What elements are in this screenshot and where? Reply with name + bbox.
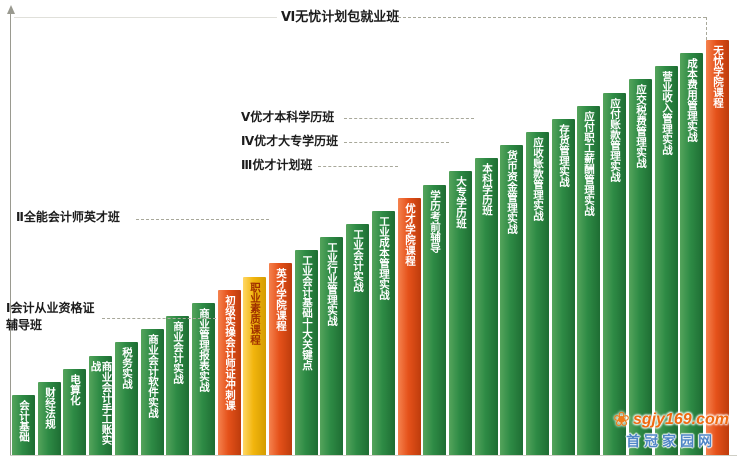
level-label-1: Ⅰ会计从业资格证辅导班 [6,301,95,332]
bar-label: 商业会计软件实战 [147,334,159,418]
bar-label: 应交税费管理实战 [635,84,647,168]
bar-21: 应收账款管理实战 [526,132,549,455]
bar-label: 应付职工薪酬管理实战 [583,111,595,216]
bar-label: 商业会计手工账实战 [89,361,113,445]
bar-label: 职业素质课程 [249,282,261,345]
level-3-leader-line [318,166,398,167]
bar-label: 财经法规 [44,387,56,429]
bar-9: 初级实操会计师证冲刺课 [218,290,241,455]
bar-label: 英才学院课程 [275,268,287,331]
level-label-2: Ⅱ全能会计师英才班 [16,210,120,224]
bar-label: 存货管理实战 [558,124,570,187]
bar-10: 职业素质课程 [243,277,266,455]
y-axis-arrow-icon [7,5,15,14]
watermark-top-row: ❀ sgjy169.com [613,410,729,430]
bar-label: 初级实操会计师证冲刺课 [224,295,236,411]
bar-label: 工业会计实战 [352,229,364,292]
level-2-leader-line [136,219,269,220]
bar-16: 优才学院课程 [398,198,421,455]
bar-label: 应付账款管理实战 [609,98,621,182]
bar-5: 税务实战 [115,342,138,455]
bar-3: 电算化 [63,369,86,455]
bar-23: 应付职工薪酬管理实战 [577,106,600,455]
level-4-leader-line [344,142,449,143]
level-label-6: Ⅵ无忧计划包就业班 [281,9,400,24]
bar-7: 商业会计实战 [166,316,189,455]
level-1-leader-line [102,318,216,319]
bar-label: 货币资金管理实战 [506,150,518,234]
bar-27: 成本费用管理实战 [680,53,703,455]
bar-6: 商业会计软件实战 [141,329,164,455]
bar-1: 会计基础 [12,395,35,455]
bar-2: 财经法规 [38,382,61,455]
bar-24: 应付账款管理实战 [603,93,626,455]
watermark-site-url: sgjy169.com [632,411,729,428]
bar-20: 货币资金管理实战 [500,145,523,455]
bar-label: 商业会计实战 [172,321,184,384]
level-label-5: Ⅴ优才本科学历班 [241,110,335,124]
level-6-leader-line [398,17,706,18]
bar-26: 营业收入管理实战 [655,66,678,455]
bar-label: 电算化 [69,374,81,406]
bar-14: 工业会计实战 [346,224,369,455]
watermark: ❀ sgjy169.com 首冠家园网 [613,410,729,451]
bar-label: 税务实战 [121,347,133,389]
bar-4: 商业会计手工账实战 [89,356,112,455]
level-label-3: Ⅲ优才计划班 [241,158,313,172]
bar-11: 英才学院课程 [269,263,292,455]
bar-22: 存货管理实战 [552,119,575,455]
bar-18: 大专学历班 [449,171,472,455]
bar-label: 成本费用管理实战 [686,58,698,142]
bar-label: 商业管理报表实战 [198,308,210,392]
level-6-guide-line [14,17,277,18]
bar-label: 工业会计基础十大关键点 [301,255,313,371]
bar-label: 营业收入管理实战 [661,71,673,155]
flower-icon: ❀ [613,409,630,431]
bar-12: 工业会计基础十大关键点 [295,250,318,455]
bar-28: 无忧学院课程 [706,40,729,455]
bar-8: 商业管理报表实战 [192,303,215,455]
bar-17: 学历考前辅导 [423,185,446,455]
bar-label: 大专学历班 [455,176,467,229]
bar-15: 工业成本管理实战 [372,211,395,455]
watermark-site-name: 首冠家园网 [626,433,717,449]
bar-label: 工业成本管理实战 [378,216,390,300]
level-5-leader-line [344,118,474,119]
bar-label: 优才学院课程 [404,203,416,266]
level-label-4: Ⅳ优才大专学历班 [241,134,339,148]
bar-label: 本科学历班 [481,163,493,216]
bar-label: 无忧学院课程 [712,45,724,108]
bar-label: 会计基础 [18,400,30,442]
bar-label: 应收账款管理实战 [532,137,544,221]
baseline [10,455,737,456]
bar-19: 本科学历班 [475,158,498,455]
y-axis-line [10,14,11,455]
bar-label: 工业行业管理实战 [326,242,338,326]
bar-13: 工业行业管理实战 [320,237,343,455]
bar-25: 应交税费管理实战 [629,79,652,455]
bar-label: 学历考前辅导 [429,190,441,253]
level-6-leader-drop [706,17,707,40]
